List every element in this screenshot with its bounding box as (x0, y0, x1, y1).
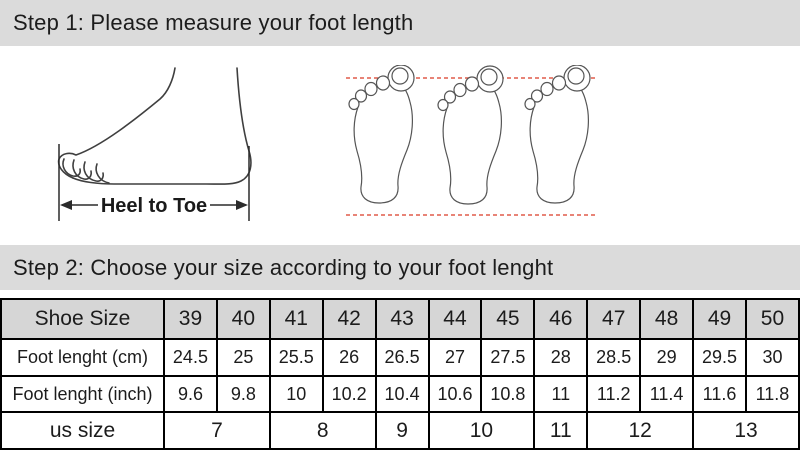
toe-curl-4 (95, 163, 110, 184)
table-cell: 30 (744, 338, 800, 377)
table-cell: 43 (374, 298, 430, 340)
table-cell: 10.4 (374, 375, 430, 413)
table-cell: 41 (268, 298, 324, 340)
sole-right (524, 65, 591, 204)
heel-to-toe-label: Heel to Toe (101, 195, 207, 217)
table-cell: 9.8 (215, 375, 271, 413)
table-cell: 27 (427, 338, 483, 377)
table-cell: 25.5 (268, 338, 324, 377)
table-cell: 28 (533, 338, 589, 377)
foot-outline (72, 67, 252, 185)
table-cell: 26.5 (374, 338, 430, 377)
row-label: Foot lenght (inch) (0, 375, 165, 413)
table-cell: 9.6 (163, 375, 218, 413)
table-cell: 44 (427, 298, 483, 340)
table-cell: 7 (163, 411, 271, 450)
measurement-illustration: Heel to Toe (0, 46, 800, 245)
size-conversion-table: Shoe Size 39 40 41 42 43 44 45 46 47 48 49 50 Foot le… (0, 298, 800, 450)
table-cell: 29 (639, 338, 695, 377)
table-cell: 49 (692, 298, 747, 340)
table-cell: 10 (427, 411, 536, 450)
table-cell: 11.6 (692, 375, 747, 413)
table-cell: 13 (692, 411, 800, 450)
table-cell: 27.5 (480, 338, 536, 377)
table-row: Foot lenght (inch) 9.6 9.8 10 10.2 10.4 10.6 10… (0, 375, 800, 413)
arrow-head-left (60, 200, 72, 210)
table-cell: 10 (268, 375, 324, 413)
table-cell: 50 (744, 298, 800, 340)
table-cell: 46 (533, 298, 589, 340)
table-cell: 11.2 (586, 375, 642, 413)
table-cell: 25 (215, 338, 271, 377)
table-cell: 48 (639, 298, 695, 340)
table-cell: 11 (533, 375, 589, 413)
row-label: Shoe Size (0, 298, 165, 340)
row-label: us size (0, 411, 165, 450)
foot-soles-illustration (346, 65, 596, 216)
table-row: us size 7 8 9 10 11 12 13 (0, 411, 800, 450)
table-cell: 24.5 (163, 338, 218, 377)
table-cell: 26 (321, 338, 377, 377)
table-cell: 28.5 (586, 338, 642, 377)
table-cell: 29.5 (692, 338, 747, 377)
toe-curl-3 (83, 161, 104, 182)
table-cell: 12 (586, 411, 695, 450)
table-cell: 42 (321, 298, 377, 340)
table-cell: 45 (480, 298, 536, 340)
sole-middle (437, 65, 504, 205)
step2-header-bar: Step 2: Choose your size according to yo… (0, 245, 800, 290)
sole-left (348, 65, 415, 204)
table-cell: 47 (586, 298, 642, 340)
table-cell: 11.4 (639, 375, 695, 413)
arrow-head-right (236, 200, 248, 210)
table-cell: 40 (215, 298, 271, 340)
toe-curl-1 (62, 158, 81, 177)
size-table-body: Shoe Size 39 40 41 42 43 44 45 46 47 48 49 50 Foot le… (0, 298, 800, 450)
row-label: Foot lenght (cm) (0, 338, 165, 377)
table-cell: 39 (163, 298, 218, 340)
table-cell: 10.8 (480, 375, 536, 413)
table-cell: 11.8 (744, 375, 800, 413)
table-cell: 11 (533, 411, 589, 450)
toe-curl-2 (72, 159, 92, 180)
spacer (0, 290, 800, 298)
foot-side-view-illustration: Heel to Toe (57, 67, 252, 221)
table-cell: 8 (268, 411, 377, 450)
table-row: Shoe Size 39 40 41 42 43 44 45 46 47 48 49 50 (0, 298, 800, 340)
foot-toes (57, 67, 176, 179)
table-cell: 10.2 (321, 375, 377, 413)
step1-title: Step 1: Please measure your foot length (13, 10, 414, 35)
table-cell: 10.6 (427, 375, 483, 413)
step1-header-bar: Step 1: Please measure your foot length (0, 0, 800, 46)
table-cell: 9 (374, 411, 430, 450)
table-row: Foot lenght (cm) 24.5 25 25.5 26 26.5 27 27.5 28… (0, 338, 800, 377)
step2-title: Step 2: Choose your size according to yo… (13, 254, 554, 280)
